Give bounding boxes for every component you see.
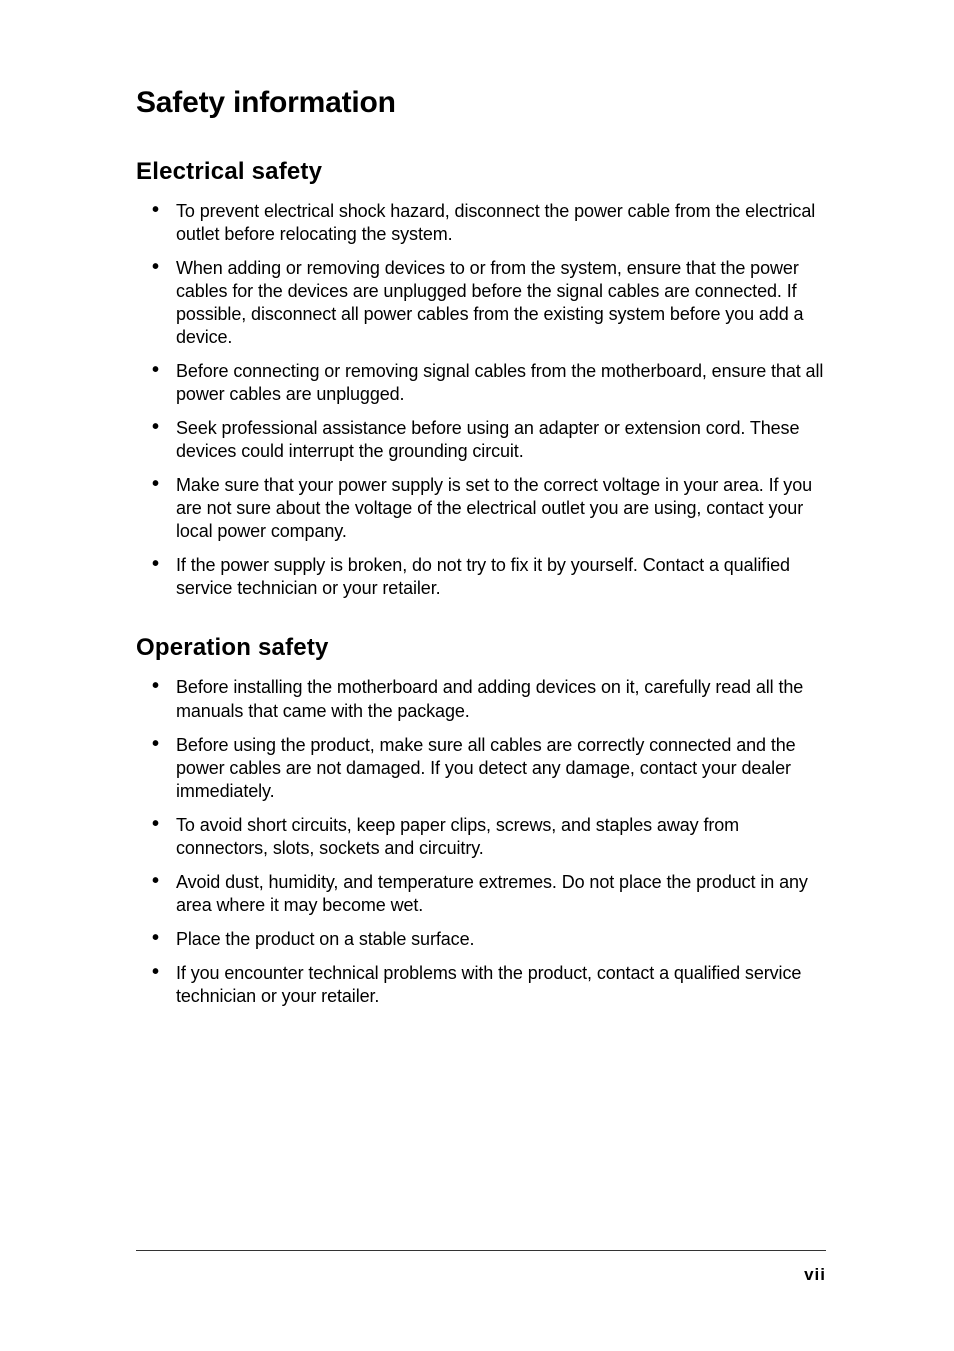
list-item: To avoid short circuits, keep paper clip… — [136, 814, 826, 860]
page-footer: vii — [136, 1250, 826, 1285]
section-heading: Electrical safety — [136, 158, 826, 186]
section-electrical-safety: Electrical safety To prevent electrical … — [136, 158, 826, 600]
section-operation-safety: Operation safety Before installing the m… — [136, 634, 826, 1007]
footer-divider — [136, 1250, 826, 1251]
list-item: Avoid dust, humidity, and temperature ex… — [136, 871, 826, 917]
list-item: Seek professional assistance before usin… — [136, 417, 826, 463]
list-item: If the power supply is broken, do not tr… — [136, 554, 826, 600]
bullet-list: Before installing the motherboard and ad… — [136, 676, 826, 1007]
list-item: If you encounter technical problems with… — [136, 962, 826, 1008]
list-item: Place the product on a stable surface. — [136, 928, 826, 951]
list-item: Before installing the motherboard and ad… — [136, 676, 826, 722]
list-item: Make sure that your power supply is set … — [136, 474, 826, 543]
page-number: vii — [136, 1265, 826, 1285]
list-item: Before using the product, make sure all … — [136, 734, 826, 803]
list-item: Before connecting or removing signal cab… — [136, 360, 826, 406]
section-heading: Operation safety — [136, 634, 826, 662]
list-item: When adding or removing devices to or fr… — [136, 257, 826, 349]
bullet-list: To prevent electrical shock hazard, disc… — [136, 200, 826, 600]
page-title: Safety information — [136, 86, 826, 120]
list-item: To prevent electrical shock hazard, disc… — [136, 200, 826, 246]
